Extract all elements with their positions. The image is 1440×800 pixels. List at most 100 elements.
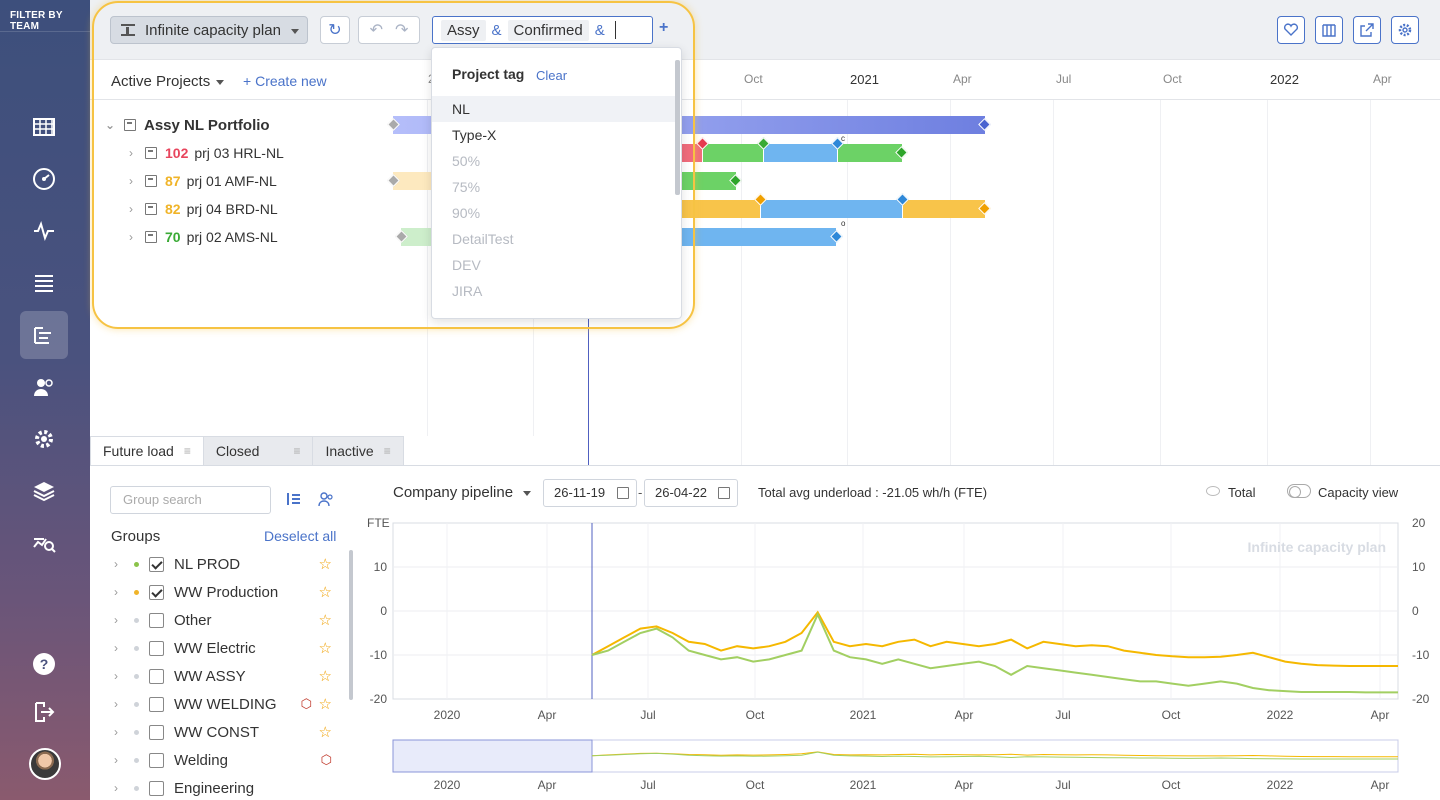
task-bar[interactable] [680, 172, 736, 190]
portfolio-row[interactable]: ⌄ Assy NL Portfolio [104, 111, 270, 139]
project-row[interactable]: › 87 prj 01 AMF-NL [125, 167, 277, 195]
filter-by-team-button[interactable]: FILTER BY TEAM [0, 0, 90, 32]
chevron-right-icon[interactable]: › [114, 697, 118, 711]
group-row[interactable]: › WW WELDING ⬡ ☆ [110, 690, 340, 718]
favorite-star-icon[interactable]: ☆ [318, 724, 332, 741]
group-list-view-icon[interactable] [287, 493, 301, 505]
logout-icon[interactable] [20, 688, 68, 736]
tag-filter-input[interactable]: Assy & Confirmed & [432, 16, 653, 44]
chevron-down-icon[interactable]: ⌄ [104, 118, 116, 132]
analytics-search-icon[interactable] [20, 519, 68, 567]
tab-inactive[interactable]: Inactive ≡ [312, 436, 404, 466]
chevron-right-icon[interactable]: › [129, 230, 133, 244]
clear-tags-button[interactable]: Clear [536, 68, 568, 83]
tag-chip[interactable]: Confirmed [507, 19, 589, 41]
task-bar[interactable] [838, 144, 902, 162]
chevron-right-icon[interactable]: › [114, 753, 118, 767]
eye-hidden-icon[interactable] [1206, 486, 1220, 496]
dropdown-scrollbar[interactable] [675, 60, 680, 195]
chevron-right-icon[interactable]: › [114, 669, 118, 683]
favorite-star-icon[interactable]: ☆ [318, 584, 332, 601]
favorite-star-icon[interactable]: ☆ [318, 612, 332, 629]
task-bar[interactable] [680, 200, 760, 218]
group-row[interactable]: › WW Production ☆ [110, 578, 340, 606]
dashboard-gauge-icon[interactable] [20, 155, 68, 203]
pipeline-select[interactable]: Company pipeline [393, 484, 532, 501]
project-row[interactable]: › 102 prj 03 HRL-NL [125, 139, 284, 167]
filter-heart-button[interactable] [1277, 16, 1305, 44]
menu-icon[interactable]: ≡ [293, 444, 301, 458]
favorite-star-icon[interactable]: ☆ [318, 696, 332, 713]
group-row[interactable]: › Other ☆ [110, 606, 340, 634]
group-row[interactable]: › WW Electric ☆ [110, 634, 340, 662]
task-bar[interactable] [680, 144, 702, 162]
calendar-icon[interactable] [617, 487, 629, 499]
tab-future-load[interactable]: Future load ≡ [90, 436, 204, 466]
task-bar[interactable] [393, 172, 431, 190]
groups-scrollbar[interactable] [349, 550, 353, 700]
chevron-right-icon[interactable]: › [114, 613, 118, 627]
task-bar[interactable] [703, 144, 763, 162]
group-row[interactable]: › WW ASSY ☆ [110, 662, 340, 690]
activity-pulse-icon[interactable] [20, 207, 68, 255]
group-checkbox[interactable] [149, 668, 164, 684]
group-search-input[interactable]: Group search [110, 486, 271, 514]
chevron-right-icon[interactable]: › [114, 781, 118, 795]
task-bar[interactable] [764, 144, 837, 162]
settings-gear-icon[interactable] [20, 415, 68, 463]
group-checkbox[interactable] [149, 752, 164, 768]
date-from-input[interactable]: 26-11-19 [543, 479, 637, 507]
favorite-star-icon[interactable]: ☆ [318, 640, 332, 657]
tag-chip[interactable]: Assy [441, 19, 486, 41]
group-checkbox[interactable] [149, 696, 164, 712]
export-button[interactable] [1353, 16, 1381, 44]
group-checkbox[interactable] [149, 556, 164, 572]
redo-icon[interactable]: ↷ [395, 22, 409, 39]
menu-icon[interactable]: ≡ [183, 444, 191, 458]
group-checkbox[interactable] [149, 612, 164, 628]
users-icon[interactable] [20, 363, 68, 411]
refresh-button[interactable]: ↻ [320, 16, 350, 44]
gantt-icon[interactable] [20, 311, 68, 359]
project-row[interactable]: › 82 prj 04 BRD-NL [125, 195, 278, 223]
tag-option[interactable]: Type-X [452, 127, 497, 143]
group-checkbox[interactable] [149, 584, 164, 600]
chevron-right-icon[interactable]: › [129, 174, 133, 188]
group-row[interactable]: › WW CONST ☆ [110, 718, 340, 746]
task-bar[interactable] [903, 200, 985, 218]
favorite-star-icon[interactable]: ☆ [318, 668, 332, 685]
chevron-right-icon[interactable]: › [114, 641, 118, 655]
columns-button[interactable] [1315, 16, 1343, 44]
group-checkbox[interactable] [149, 640, 164, 656]
calendar-grid-icon[interactable] [20, 103, 68, 151]
group-row[interactable]: › Engineering [110, 774, 340, 800]
list-icon[interactable] [20, 259, 68, 307]
layers-icon[interactable] [20, 467, 68, 515]
chevron-right-icon[interactable]: › [114, 725, 118, 739]
group-users-icon[interactable] [318, 491, 334, 507]
user-avatar[interactable] [29, 748, 61, 780]
task-bar[interactable] [680, 228, 836, 246]
active-projects-select[interactable]: Active Projects [111, 73, 225, 90]
favorite-star-icon[interactable]: ☆ [318, 556, 332, 573]
task-bar[interactable] [401, 228, 431, 246]
chevron-right-icon[interactable]: › [129, 202, 133, 216]
chevron-right-icon[interactable]: › [114, 585, 118, 599]
group-checkbox[interactable] [149, 724, 164, 740]
calendar-icon[interactable] [718, 487, 730, 499]
project-row[interactable]: › 70 prj 02 AMS-NL [125, 223, 278, 251]
undo-icon[interactable]: ↶ [369, 22, 383, 39]
menu-icon[interactable]: ≡ [383, 444, 391, 458]
task-bar[interactable] [761, 200, 902, 218]
deselect-all-button[interactable]: Deselect all [264, 528, 337, 544]
add-filter-button[interactable]: + [659, 19, 669, 36]
group-row[interactable]: › NL PROD ☆ [110, 550, 340, 578]
group-checkbox[interactable] [149, 780, 164, 796]
group-row[interactable]: › Welding ⬡ [110, 746, 340, 774]
tag-option[interactable]: NL [432, 96, 677, 122]
plan-select[interactable]: Infinite capacity plan [110, 16, 308, 44]
settings-button[interactable] [1391, 16, 1419, 44]
capacity-view-toggle[interactable] [1287, 484, 1311, 498]
chevron-right-icon[interactable]: › [114, 557, 118, 571]
date-to-input[interactable]: 26-04-22 [644, 479, 738, 507]
